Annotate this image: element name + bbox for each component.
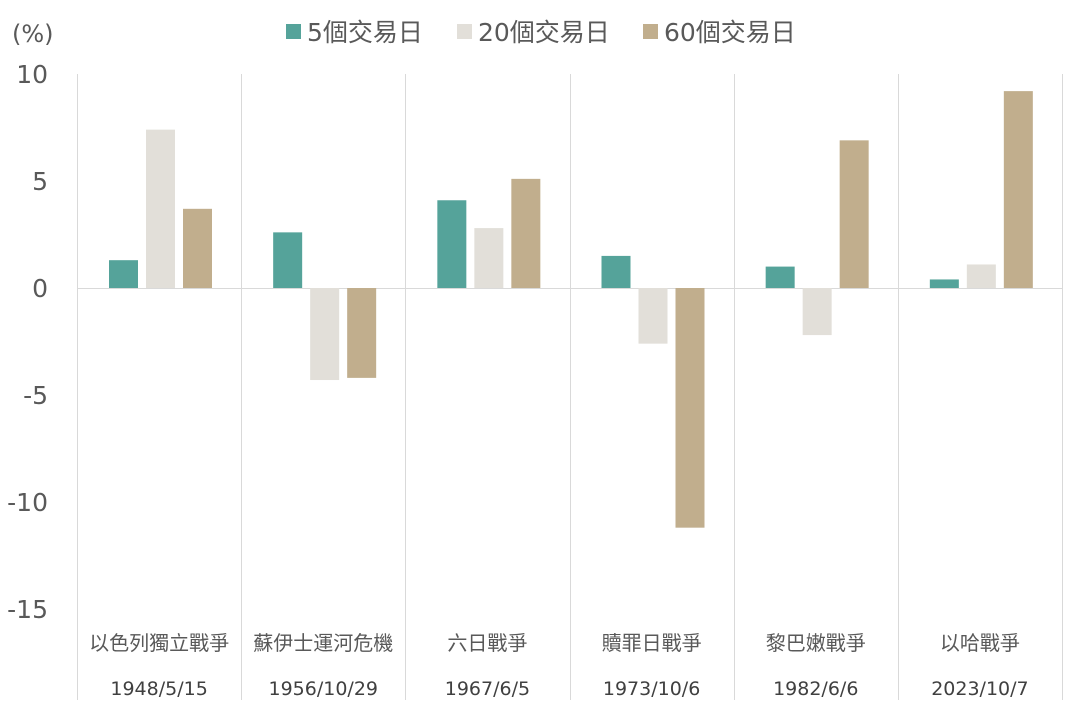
bar	[929, 279, 959, 288]
category-label: 六日戰爭	[447, 631, 527, 655]
category-label: 以哈戰爭	[940, 631, 1020, 655]
category-date-label: 2023/10/7	[931, 678, 1028, 700]
bar	[511, 178, 541, 288]
legend-entry: 20個交易日	[478, 18, 610, 47]
bar	[802, 288, 832, 336]
bar	[839, 140, 869, 288]
bar	[474, 228, 504, 288]
y-tick-label: -10	[7, 488, 48, 517]
legend-entry: 5個交易日	[307, 18, 423, 47]
bar	[109, 260, 138, 288]
bar	[183, 208, 212, 288]
bar	[675, 288, 705, 528]
y-tick-label: 5	[32, 167, 48, 196]
y-unit-label: (%)	[12, 20, 54, 48]
bar	[1003, 91, 1033, 289]
bar	[638, 288, 668, 344]
y-tick-label: -15	[7, 595, 48, 624]
legend: 5個交易日 20個交易日 60個交易日	[286, 18, 796, 47]
y-tick-label: 0	[32, 274, 48, 303]
category-labels: 以色列獨立戰爭 1948/5/15 蘇伊士運河危機 1956/10/29 六日戰爭 196…	[89, 631, 1029, 700]
bar	[437, 200, 467, 288]
category-label: 蘇伊士運河危機	[253, 631, 393, 655]
category-date-label: 1948/5/15	[110, 678, 207, 700]
bar	[310, 288, 340, 381]
category-date-label: 1973/10/6	[603, 678, 700, 700]
bar	[347, 288, 377, 378]
y-tick-label: 10	[16, 60, 48, 89]
legend-swatch	[643, 24, 658, 39]
bar	[146, 129, 175, 288]
category-label: 黎巴嫩戰爭	[766, 631, 866, 655]
bar	[273, 232, 303, 288]
category-date-label: 1967/6/5	[445, 678, 530, 700]
bars	[109, 91, 1033, 528]
category-date-label: 1982/6/6	[773, 678, 858, 700]
category-label: 以色列獨立戰爭	[89, 631, 229, 655]
legend-swatch	[286, 24, 301, 39]
legend-entry: 60個交易日	[664, 18, 796, 47]
category-label: 贖罪日戰爭	[602, 631, 702, 655]
category-date-label: 1956/10/29	[268, 678, 378, 700]
y-axis: 10 5 0 -5 -10 -15	[7, 60, 48, 624]
bar	[765, 266, 795, 288]
bar	[966, 264, 996, 288]
legend-swatch	[457, 24, 472, 39]
y-tick-label: -5	[23, 381, 48, 410]
bar	[601, 255, 631, 288]
category-separators	[77, 74, 1063, 700]
